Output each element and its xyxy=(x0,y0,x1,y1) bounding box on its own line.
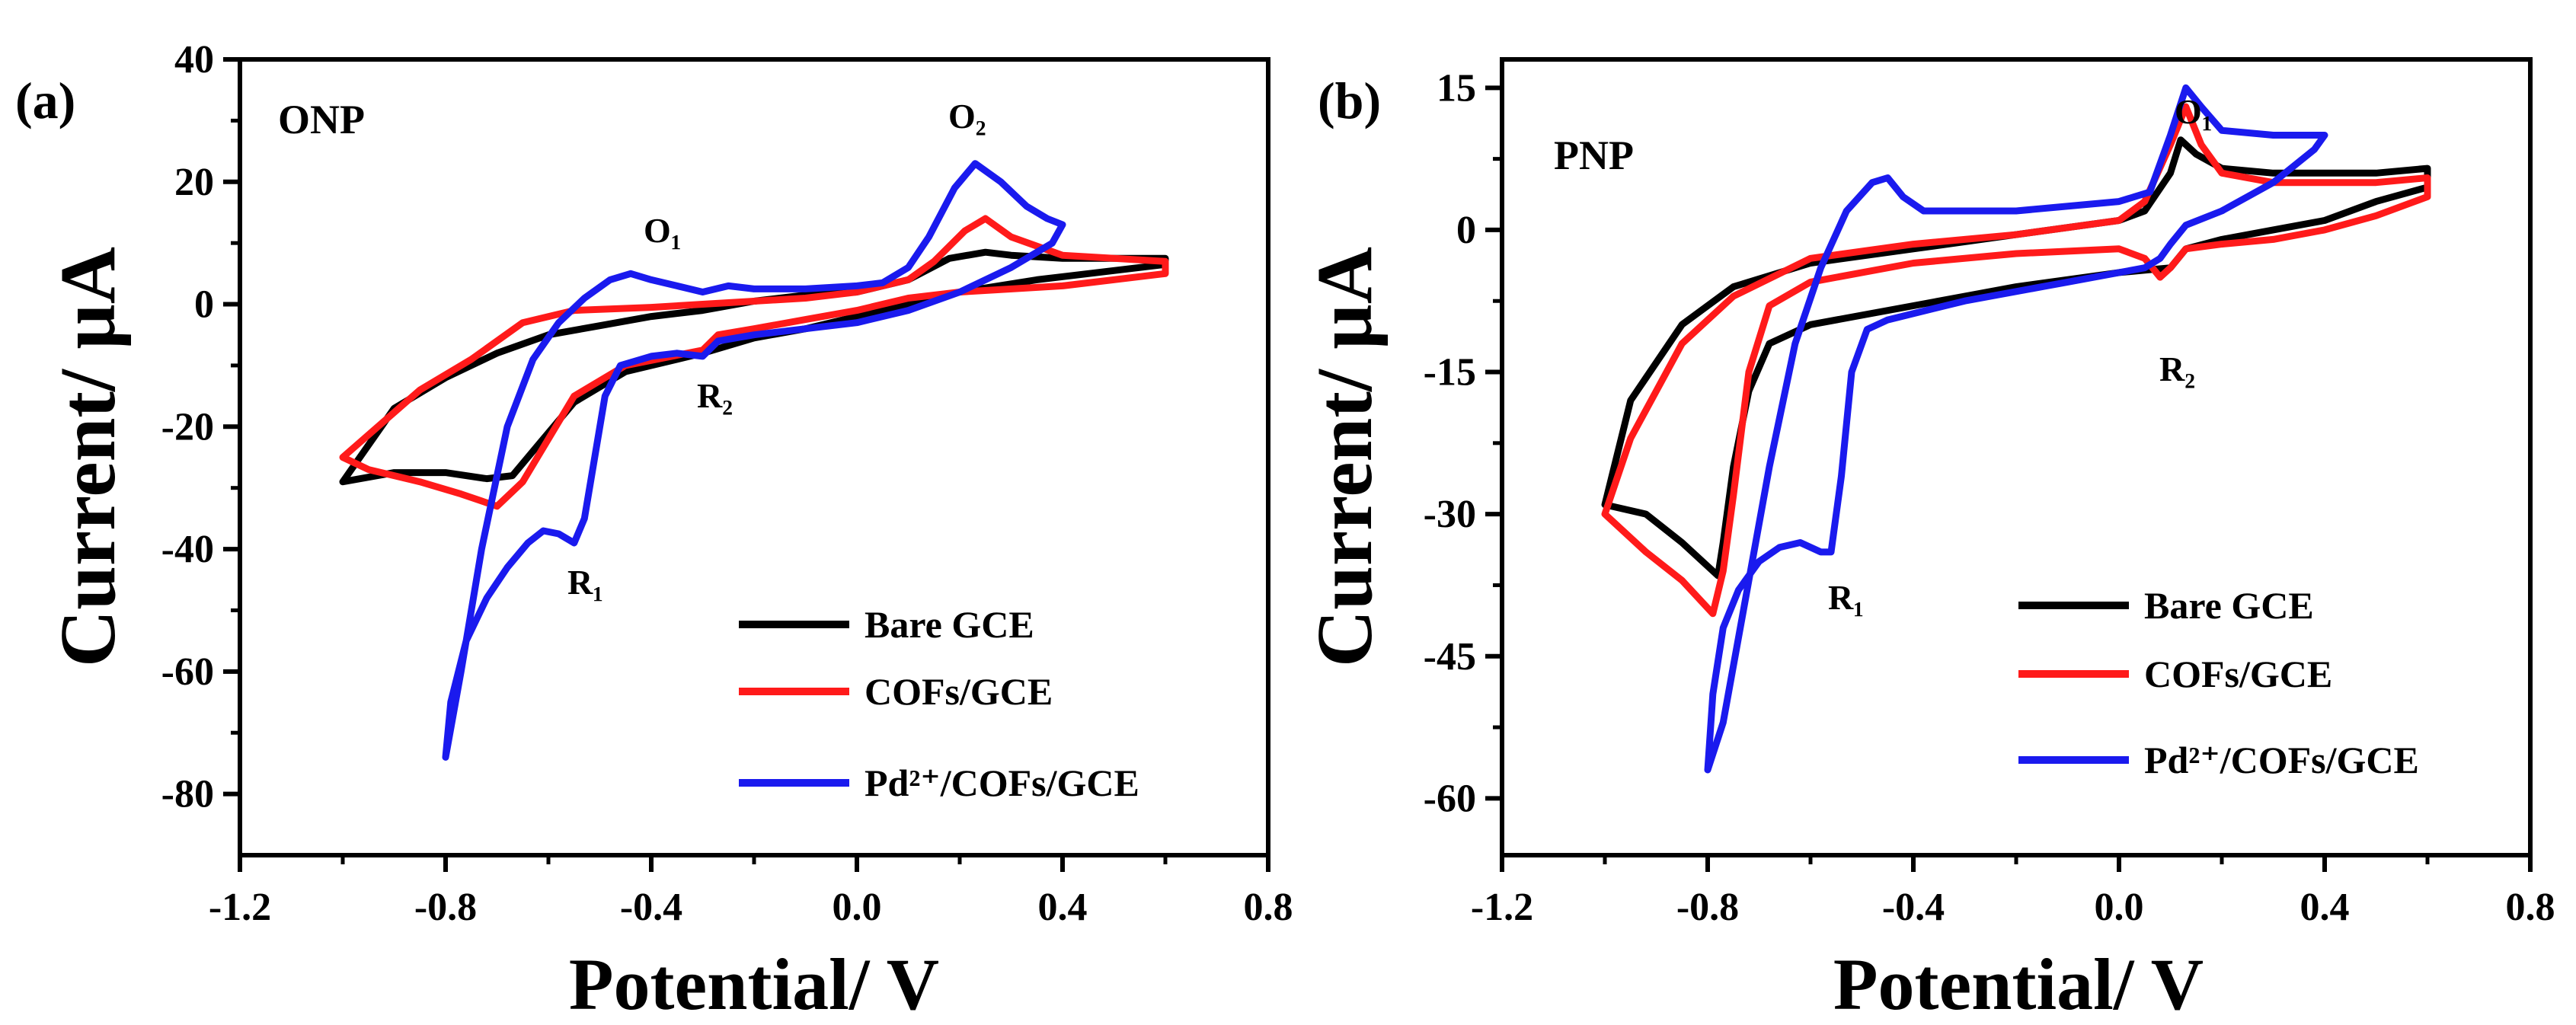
panel-a-annotations: O₁ O₂ R₁ R₂ xyxy=(567,97,986,602)
panel-b-y-tick-label: -60 xyxy=(1424,777,1476,820)
panel-a-y-tick-label: -20 xyxy=(161,405,214,449)
panel-b-annotation-R1: R₁ xyxy=(1828,578,1864,617)
panel-a-legend-bare: Bare GCE xyxy=(865,603,1034,646)
panel-a-legend-cofs: COFs/GCE xyxy=(865,670,1053,713)
panel-b-annotations: O₁ R₂ R₁ xyxy=(1828,92,2213,617)
panel-a-x-tick-label: -0.4 xyxy=(620,886,682,929)
panel-b-legend: Bare GCE COFs/GCE Pd²⁺/COFs/GCE xyxy=(2018,584,2419,781)
panel-b-legend-pd: Pd²⁺/COFs/GCE xyxy=(2144,739,2419,781)
panel-b-y-axis-label: Current/ µA xyxy=(1301,247,1389,667)
panel-b-y-tick-label: -30 xyxy=(1424,493,1476,536)
panel-a-label: (a) xyxy=(15,72,75,129)
panel-a-annotation-R1: R₁ xyxy=(567,563,603,602)
panel-a-x-tick-label: 0.8 xyxy=(1244,886,1293,929)
panel-a-y-tick-label: 20 xyxy=(174,161,214,204)
panel-a-x-axis-label: Potential/ V xyxy=(569,944,939,1025)
panel-a-y-tick-label: -40 xyxy=(161,528,214,571)
panel-a-title: ONP xyxy=(278,97,365,142)
panel-a-y-tick-label: 0 xyxy=(194,283,214,327)
panel-b-y-tick-label: 0 xyxy=(1456,209,1476,252)
panel-b-legend-bare: Bare GCE xyxy=(2144,584,2314,627)
panel-a-x-tick-label: -1.2 xyxy=(209,886,271,929)
panel-b-label: (b) xyxy=(1318,72,1381,129)
panel-b-plot-area xyxy=(1601,84,2431,774)
panel-a-y-tick-label: 40 xyxy=(174,38,214,81)
panel-b-legend-cofs: COFs/GCE xyxy=(2144,653,2332,695)
panel-a-y-tick-label: -80 xyxy=(161,773,214,816)
panel-a-y-tick-label: -60 xyxy=(161,650,214,694)
panel-b-y-tick-label: -45 xyxy=(1424,635,1476,679)
panel-b-x-tick-label: -0.8 xyxy=(1676,886,1739,929)
panel-a-plot-area xyxy=(339,160,1169,761)
panel-b-y-tick-label: 15 xyxy=(1437,66,1476,110)
panel-b-x-tick-label: 0.4 xyxy=(2300,886,2350,929)
panel-a-ticks: -1.2 -0.8 -0.4 0.0 0.4 0.8 -80 -60 -40 -20 0 20 40 xyxy=(161,38,1293,929)
panel-b-x-tick-label: 0.8 xyxy=(2506,886,2555,929)
panel-b-series-cofs xyxy=(1601,103,2431,618)
panel-a-x-tick-label: 0.4 xyxy=(1038,886,1088,929)
panel-b-x-tick-label: -1.2 xyxy=(1471,886,1533,929)
panel-a-series-pd xyxy=(442,160,1066,761)
panel-b-y-tick-label: -15 xyxy=(1424,351,1476,394)
panel-b-x-axis-label: Potential/ V xyxy=(1833,944,2204,1025)
panel-b-series-pd xyxy=(1704,84,2328,774)
panel-b-x-tick-label: 0.0 xyxy=(2095,886,2144,929)
panel-b-title: PNP xyxy=(1554,133,1634,178)
panel-a: -1.2 -0.8 -0.4 0.0 0.4 0.8 -80 -60 -40 -20 0 20 40 (… xyxy=(15,38,1293,1025)
panel-a-annotation-O1: O₁ xyxy=(644,211,682,250)
panel-a-legend-pd: Pd²⁺/COFs/GCE xyxy=(865,762,1139,804)
panel-b-annotation-O1: O₁ xyxy=(2175,92,2213,131)
panel-a-series-cofs xyxy=(339,215,1169,510)
panel-b-x-tick-label: -0.4 xyxy=(1882,886,1945,929)
panel-a-x-tick-label: -0.8 xyxy=(414,886,477,929)
panel-b-ticks: -1.2 -0.8 -0.4 0.0 0.4 0.8 -60 -45 -30 -15 0 15 xyxy=(1424,66,2555,929)
panel-a-legend: Bare GCE COFs/GCE Pd²⁺/COFs/GCE xyxy=(739,603,1139,804)
panel-a-annotation-O2: O₂ xyxy=(948,97,986,136)
panel-b-annotation-R2: R₂ xyxy=(2159,350,2195,388)
panel-a-annotation-R2: R₂ xyxy=(697,376,733,415)
panel-a-y-axis-label: Current/ µA xyxy=(44,247,132,667)
panel-b: -1.2 -0.8 -0.4 0.0 0.4 0.8 -60 -45 -30 -15 0 15 (b)… xyxy=(1301,57,2555,1025)
panel-a-x-tick-label: 0.0 xyxy=(833,886,882,929)
